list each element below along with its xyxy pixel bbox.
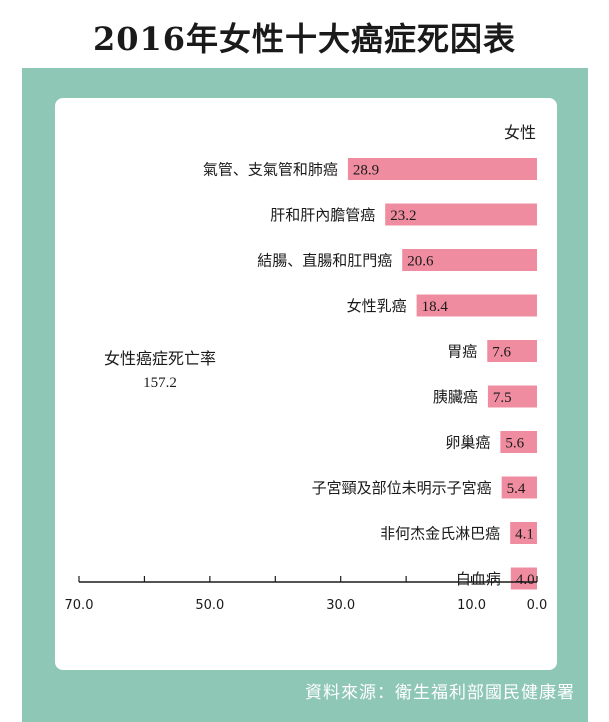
category-label: 子宮頸及部位未明示子宮癌 <box>312 479 492 497</box>
category-label: 胰臟癌 <box>433 388 478 406</box>
bar <box>385 203 537 226</box>
source-note: 資料來源：衛生福利部國民健康署 <box>305 683 575 703</box>
bar <box>500 431 537 453</box>
bars-layer: 28.9 氣管、支氣管和肺癌 23.2 肝和肝內膽管癌 20.6 結腸、直腸和肛門癌 18.… <box>203 158 537 590</box>
bar-value-label: 7.6 <box>492 345 511 361</box>
category-label: 肝和肝內膽管癌 <box>270 206 375 224</box>
x-tick-label: 30.0 <box>326 598 355 613</box>
category-label: 女性乳癌 <box>347 297 407 315</box>
x-tick-label: 70.0 <box>65 598 94 613</box>
x-tick-label: 50.0 <box>195 598 224 613</box>
bar-value-label: 5.4 <box>507 481 526 497</box>
bar-value-label: 18.4 <box>422 299 449 315</box>
category-label: 胃癌 <box>447 343 477 361</box>
bar-value-label: 20.6 <box>407 254 434 270</box>
bar-value-label: 5.6 <box>505 436 524 452</box>
x-tick-label: 10.0 <box>457 598 486 613</box>
bar-value-label: 23.2 <box>390 208 416 224</box>
mortality-rate-value: 157.2 <box>143 375 177 391</box>
chart-panel <box>55 98 557 670</box>
bar <box>416 294 537 317</box>
category-label: 非何杰金氏淋巴癌 <box>380 525 500 543</box>
bar-value-label: 4.1 <box>515 527 534 543</box>
bar <box>402 249 537 271</box>
bar <box>510 567 537 590</box>
bar <box>501 476 537 499</box>
category-label: 白血病 <box>456 570 501 588</box>
bar <box>487 340 537 362</box>
bar-value-label: 28.9 <box>353 163 379 179</box>
bar-value-label: 4.0 <box>516 572 535 588</box>
category-label: 結腸、直腸和肛門癌 <box>257 252 392 270</box>
x-axis: 70.0 50.0 30.0 10.0 0.0 <box>65 576 548 613</box>
bar <box>487 385 537 408</box>
bar-value-label: 7.5 <box>493 390 512 406</box>
x-tick-label: 0.0 <box>527 598 548 613</box>
chart-title: 2016年女性十大癌症死因表 <box>92 20 517 58</box>
series-label: 女性 <box>504 123 536 142</box>
mortality-rate-label: 女性癌症死亡率 <box>104 349 216 368</box>
bar <box>510 522 537 544</box>
category-label: 氣管、支氣管和肺癌 <box>203 161 338 179</box>
bar <box>347 158 537 180</box>
category-label: 卵巢癌 <box>445 434 490 452</box>
